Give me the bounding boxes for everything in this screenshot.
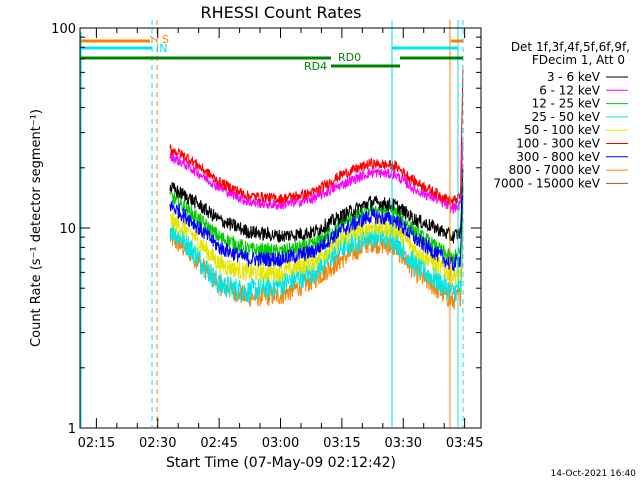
legend-label-3: 25 - 50 keV bbox=[532, 110, 601, 124]
x-axis-label: Start Time (07-May-09 02:12:42) bbox=[166, 455, 396, 471]
legend-label-2: 12 - 25 keV bbox=[532, 97, 601, 111]
series-line-1 bbox=[169, 136, 464, 214]
x-tick-label-3: 03:00 bbox=[262, 436, 299, 451]
annotation-rd4: RD4 bbox=[304, 60, 327, 73]
x-tick-label-4: 03:15 bbox=[323, 436, 360, 451]
annotation-s: S bbox=[162, 33, 169, 46]
legend-label-4: 50 - 100 keV bbox=[524, 123, 601, 137]
y-axis-label: Count Rate (s⁻¹ detector segment⁻¹) bbox=[29, 109, 44, 347]
legend-label-8: 7000 - 15000 keV bbox=[493, 176, 600, 190]
series-line-6 bbox=[169, 190, 464, 272]
annotation-rd0: RD0 bbox=[338, 51, 361, 64]
series-line-3 bbox=[169, 219, 464, 304]
legend-label-5: 100 - 300 keV bbox=[516, 137, 600, 151]
x-tick-label-2: 02:45 bbox=[200, 436, 237, 451]
legend-label-0: 3 - 6 keV bbox=[547, 70, 601, 84]
annotation-in: IN bbox=[156, 42, 167, 55]
y-tick-label-2: 100 bbox=[51, 22, 76, 37]
y-tick-label-1: 10 bbox=[59, 222, 76, 237]
legend-label-7: 800 - 7000 keV bbox=[509, 163, 601, 177]
legend-label-6: 300 - 800 keV bbox=[516, 150, 600, 164]
x-tick-label-5: 03:30 bbox=[385, 436, 422, 451]
x-tick-label-6: 03:45 bbox=[446, 436, 483, 451]
series-line-4 bbox=[169, 203, 464, 286]
bar-s-tick bbox=[149, 35, 158, 42]
legend-label-1: 6 - 12 keV bbox=[539, 83, 601, 97]
plot-frame bbox=[79, 27, 482, 429]
x-tick-label-0: 02:15 bbox=[78, 436, 115, 451]
series-line-2 bbox=[169, 184, 464, 266]
series-line-0 bbox=[169, 163, 464, 244]
legend-header-1: Det 1f,3f,4f,5f,6f,9f, bbox=[511, 40, 630, 54]
footer-timestamp: 14-Oct-2021 16:40 bbox=[551, 469, 637, 479]
series-line-5 bbox=[169, 65, 464, 206]
y-tick-label-0: 1 bbox=[68, 422, 76, 437]
chart-title: RHESSI Count Rates bbox=[201, 3, 362, 22]
x-tick-label-1: 02:30 bbox=[139, 436, 176, 451]
legend-header-2: FDecim 1, Att 0 bbox=[532, 53, 625, 67]
